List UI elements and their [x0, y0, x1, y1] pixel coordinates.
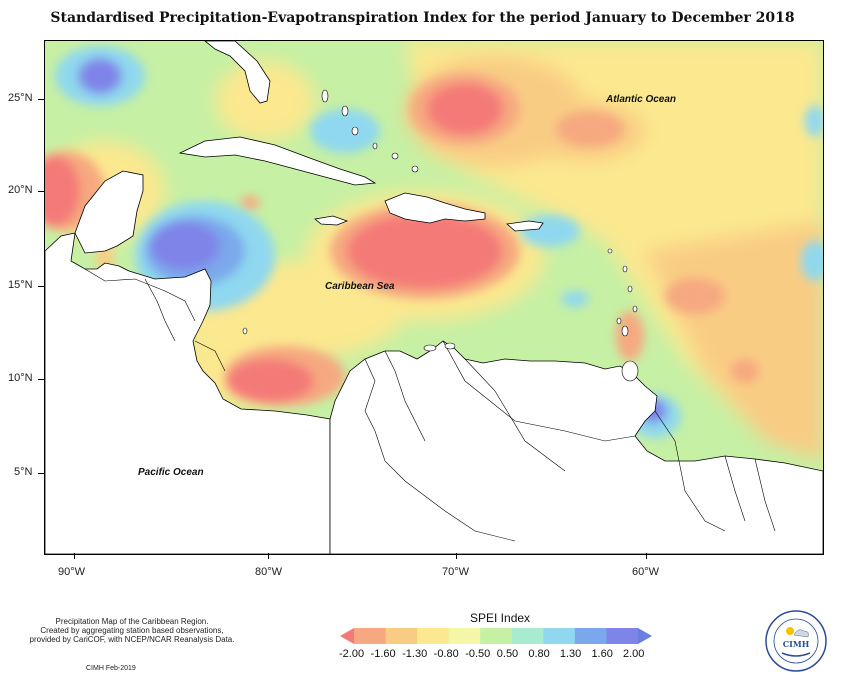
legend-title: SPEI Index	[470, 611, 531, 625]
legend-tick-label: 1.60	[591, 648, 613, 660]
legend-swatch	[480, 628, 513, 644]
legend-tick-label: -1.60	[370, 648, 396, 660]
lat-tick	[38, 286, 44, 287]
description-line: Precipitation Map of the Caribbean Regio…	[55, 617, 209, 626]
logo-text: CIMH	[783, 639, 810, 649]
lat-label: 10°N	[8, 372, 33, 384]
legend-swatch	[340, 628, 354, 644]
description-line: Created by aggregating station based obs…	[40, 626, 224, 635]
lat-label: 5°N	[14, 466, 33, 478]
description-line: provided by CariCOF, with NCEP/NCAR Rean…	[29, 635, 235, 644]
lat-tick	[38, 379, 44, 380]
legend-swatch	[574, 628, 607, 644]
lat-tick	[38, 191, 44, 192]
lat-label: 25°N	[8, 92, 33, 104]
pacific-ocean-label: Pacific Ocean	[138, 467, 204, 478]
lat-label: 15°N	[8, 279, 33, 291]
lat-tick	[38, 99, 44, 100]
lon-label: 60°W	[632, 566, 660, 578]
legend-swatch	[543, 628, 576, 644]
lon-label: 80°W	[255, 566, 283, 578]
sun-icon	[786, 627, 794, 635]
caribbean-sea-label: Caribbean Sea	[325, 281, 395, 292]
legend-swatch	[448, 628, 481, 644]
legend-swatch	[354, 628, 387, 644]
legend-swatch	[638, 628, 652, 644]
cimh-logo: CIMH	[765, 610, 827, 672]
atlantic-ocean-label: Atlantic Ocean	[606, 94, 677, 105]
spei-field	[45, 41, 823, 554]
lon-tick	[456, 553, 457, 559]
lat-label: 20°N	[8, 184, 33, 196]
lat-tick	[38, 473, 44, 474]
legend-swatch	[417, 628, 450, 644]
legend-tick-label: -0.80	[433, 648, 459, 660]
lon-label: 90°W	[58, 566, 86, 578]
legend-tick-label: -1.30	[402, 648, 428, 660]
legend-tick-label: -0.50	[465, 648, 491, 660]
legend-colorbar	[340, 628, 652, 644]
legend-tick-label: 0.50	[496, 648, 519, 660]
legend-tick-label: -2.00	[339, 648, 365, 660]
spei-map[interactable]	[44, 40, 824, 555]
lon-tick	[74, 553, 75, 559]
lon-tick	[646, 553, 647, 559]
map-description: Precipitation Map of the Caribbean Regio…	[22, 617, 242, 644]
legend-swatch	[511, 628, 544, 644]
legend-swatch	[385, 628, 418, 644]
credit-text: CIMH Feb-2019	[86, 665, 136, 672]
legend-swatch	[606, 628, 639, 644]
map-title: Standardised Precipitation-Evapotranspir…	[50, 10, 795, 26]
legend-tick-label: 2.00	[623, 648, 645, 660]
legend-tick-label: 0.80	[528, 648, 550, 660]
lon-tick	[268, 553, 269, 559]
lon-label: 70°W	[442, 566, 470, 578]
cloud-icon	[793, 629, 809, 638]
legend-tick-label: 1.30	[559, 648, 582, 660]
